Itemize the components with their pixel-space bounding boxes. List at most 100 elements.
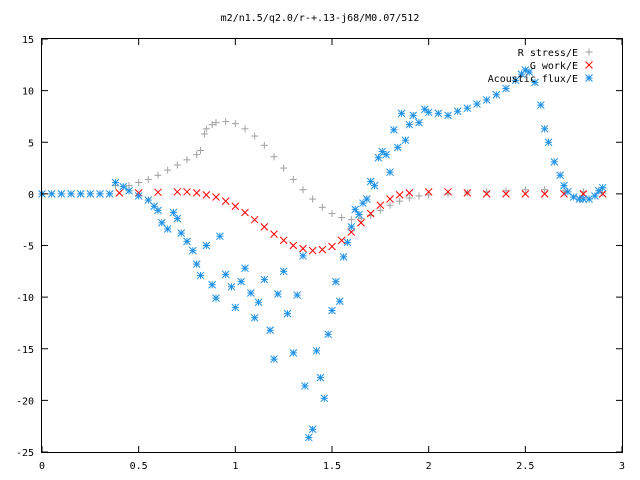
data-point bbox=[237, 277, 245, 286]
data-point bbox=[544, 138, 553, 147]
data-point bbox=[386, 201, 394, 209]
data-point bbox=[598, 190, 607, 198]
data-point bbox=[521, 190, 530, 198]
data-point bbox=[376, 206, 384, 214]
data-point bbox=[401, 136, 410, 145]
data-point bbox=[289, 241, 298, 250]
data-point bbox=[343, 238, 352, 247]
data-point bbox=[536, 101, 545, 109]
data-point bbox=[415, 192, 423, 200]
plot-area bbox=[38, 66, 607, 442]
data-point bbox=[221, 270, 230, 279]
data-point bbox=[463, 188, 472, 197]
data-point bbox=[202, 125, 210, 133]
data-point bbox=[556, 171, 564, 180]
data-point bbox=[202, 191, 211, 199]
data-point bbox=[382, 150, 390, 159]
data-point bbox=[163, 225, 172, 233]
data-point bbox=[397, 109, 406, 118]
data-point bbox=[188, 246, 197, 255]
data-point bbox=[202, 241, 211, 250]
x-tick-label: 3 bbox=[619, 461, 625, 472]
data-point bbox=[355, 210, 363, 219]
data-point bbox=[169, 208, 178, 217]
x-tick-label: 2 bbox=[426, 461, 432, 472]
data-point bbox=[241, 125, 249, 133]
data-point bbox=[453, 107, 462, 116]
data-point bbox=[540, 124, 549, 133]
data-point bbox=[183, 187, 191, 196]
data-point bbox=[502, 84, 510, 93]
data-point bbox=[366, 209, 375, 218]
data-point bbox=[280, 164, 288, 172]
data-point bbox=[57, 190, 66, 198]
data-point bbox=[424, 187, 433, 196]
data-point bbox=[270, 355, 278, 363]
data-point bbox=[405, 194, 413, 202]
data-point bbox=[502, 187, 510, 195]
data-point bbox=[183, 237, 191, 246]
legend: R stress/E G work/E Acoustic flux/E bbox=[488, 48, 593, 85]
data-point bbox=[328, 209, 336, 217]
data-point bbox=[374, 153, 383, 162]
data-point bbox=[444, 187, 452, 196]
data-point bbox=[318, 245, 327, 254]
data-point bbox=[482, 190, 491, 198]
legend-marker bbox=[585, 74, 593, 82]
data-point bbox=[192, 260, 201, 268]
series-1 bbox=[111, 118, 607, 224]
data-point bbox=[299, 251, 307, 260]
data-point bbox=[312, 346, 321, 355]
y-tick-label: -20 bbox=[16, 396, 34, 407]
data-point bbox=[289, 175, 297, 183]
data-point bbox=[338, 214, 346, 222]
data-point bbox=[362, 195, 371, 203]
data-point bbox=[119, 182, 128, 191]
data-point bbox=[405, 188, 414, 197]
data-point bbox=[105, 190, 114, 198]
y-tick-label: 5 bbox=[28, 138, 34, 149]
legend-label: G work/E bbox=[530, 61, 578, 72]
data-point bbox=[216, 232, 224, 241]
data-point bbox=[309, 195, 317, 203]
data-point bbox=[221, 197, 230, 205]
y-tick-label: -15 bbox=[16, 345, 34, 356]
data-point bbox=[521, 186, 529, 194]
data-point bbox=[502, 190, 510, 198]
data-point bbox=[395, 191, 404, 199]
data-point bbox=[96, 190, 104, 198]
data-point bbox=[347, 223, 356, 231]
data-point bbox=[540, 190, 549, 198]
data-point bbox=[301, 382, 309, 390]
data-point bbox=[212, 119, 220, 127]
data-point bbox=[531, 78, 539, 87]
data-point bbox=[304, 433, 313, 442]
data-point bbox=[316, 373, 325, 382]
data-point bbox=[279, 267, 288, 276]
data-point bbox=[270, 230, 278, 238]
data-point bbox=[164, 166, 172, 174]
data-point bbox=[208, 121, 216, 129]
data-point bbox=[47, 190, 56, 198]
data-point bbox=[299, 244, 307, 253]
data-point bbox=[492, 90, 501, 99]
data-point bbox=[482, 96, 491, 104]
data-point bbox=[425, 191, 433, 199]
y-tick-label: 10 bbox=[22, 87, 34, 98]
plot-frame bbox=[41, 38, 623, 453]
data-point bbox=[115, 188, 124, 197]
data-point bbox=[434, 109, 443, 118]
data-point bbox=[289, 349, 298, 357]
y-tick-label: 15 bbox=[22, 35, 34, 46]
y-tick-label: -5 bbox=[22, 242, 34, 253]
data-point bbox=[351, 205, 360, 214]
data-point bbox=[424, 108, 433, 117]
data-point bbox=[193, 151, 201, 159]
data-point bbox=[111, 178, 120, 187]
data-point bbox=[196, 271, 205, 280]
data-point bbox=[241, 208, 249, 217]
data-point bbox=[594, 186, 603, 195]
data-point bbox=[324, 330, 332, 339]
data-point bbox=[357, 218, 365, 227]
